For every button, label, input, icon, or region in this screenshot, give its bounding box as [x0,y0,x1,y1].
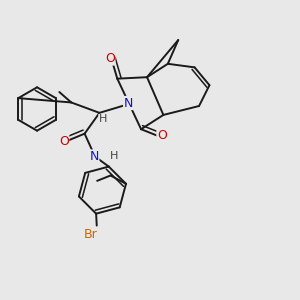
Text: N: N [89,150,99,163]
Text: N: N [124,97,133,110]
Text: O: O [105,52,115,65]
Text: H: H [99,114,107,124]
Text: O: O [157,129,167,142]
Text: O: O [59,135,69,148]
Text: Br: Br [83,228,97,241]
Text: H: H [110,151,118,160]
